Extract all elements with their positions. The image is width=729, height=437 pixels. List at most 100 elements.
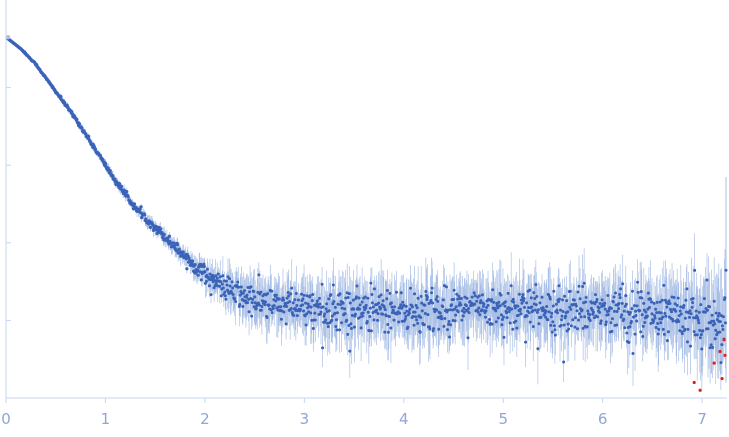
data-point xyxy=(588,318,592,322)
data-point xyxy=(508,321,512,325)
data-point xyxy=(340,321,344,325)
data-point xyxy=(697,310,701,314)
data-point xyxy=(254,307,258,311)
data-point xyxy=(435,308,439,312)
data-point xyxy=(697,321,701,325)
data-point xyxy=(457,294,461,298)
data-point xyxy=(279,305,283,309)
data-point xyxy=(622,309,626,313)
data-point xyxy=(548,297,552,301)
data-point xyxy=(327,309,331,313)
data-point xyxy=(348,301,352,305)
data-point xyxy=(423,311,427,315)
data-point xyxy=(579,315,583,319)
data-point xyxy=(352,325,356,329)
data-point xyxy=(117,182,122,186)
data-point xyxy=(353,312,357,316)
data-point xyxy=(497,300,501,304)
data-point xyxy=(643,321,647,325)
data-point xyxy=(550,330,554,334)
data-point xyxy=(259,290,263,294)
data-point xyxy=(566,322,570,326)
data-point xyxy=(573,316,577,320)
data-point xyxy=(654,307,658,311)
data-point xyxy=(454,313,458,317)
data-point xyxy=(407,311,411,315)
data-point xyxy=(364,303,368,307)
data-point xyxy=(413,310,417,314)
data-point xyxy=(724,268,728,272)
data-point xyxy=(321,305,325,309)
data-point xyxy=(452,297,456,301)
data-point xyxy=(247,310,251,314)
data-point xyxy=(639,290,643,294)
data-point xyxy=(196,273,200,277)
data-point xyxy=(634,313,638,317)
data-point xyxy=(349,326,353,330)
data-point xyxy=(599,321,603,325)
data-point xyxy=(358,307,362,311)
data-point xyxy=(713,322,717,326)
data-point xyxy=(251,297,255,301)
data-point xyxy=(537,322,541,326)
data-point xyxy=(340,306,344,310)
data-point xyxy=(621,282,625,286)
data-point xyxy=(721,327,725,331)
data-point xyxy=(705,278,709,282)
data-point xyxy=(492,300,496,304)
data-point xyxy=(598,302,602,306)
data-point xyxy=(591,310,595,314)
data-point xyxy=(533,308,537,312)
data-point xyxy=(720,343,724,347)
data-point xyxy=(266,292,270,296)
data-point xyxy=(541,306,545,310)
data-point xyxy=(193,263,197,267)
data-point xyxy=(652,301,656,305)
data-point xyxy=(648,297,652,301)
data-point xyxy=(531,309,535,313)
x-tick-label: 7 xyxy=(697,410,707,428)
data-point xyxy=(532,291,536,295)
data-point xyxy=(500,323,504,327)
data-point xyxy=(500,317,504,321)
data-point xyxy=(552,289,556,293)
data-point xyxy=(306,302,310,306)
data-point xyxy=(680,332,684,336)
data-point xyxy=(381,312,385,316)
data-point xyxy=(557,284,561,288)
data-point xyxy=(662,332,666,336)
error-bars-layer xyxy=(24,51,727,390)
data-point xyxy=(259,308,263,312)
data-point xyxy=(358,303,362,307)
data-point xyxy=(652,319,656,323)
data-point xyxy=(549,315,553,319)
data-point xyxy=(437,327,441,331)
data-point xyxy=(486,320,490,324)
data-point xyxy=(292,314,296,318)
data-point xyxy=(498,304,502,308)
data-point xyxy=(688,315,692,319)
data-point xyxy=(339,303,343,307)
data-point xyxy=(323,320,327,324)
data-point xyxy=(609,306,613,310)
outlier-point xyxy=(712,361,716,365)
data-point xyxy=(536,347,540,351)
data-point xyxy=(483,315,487,319)
data-point xyxy=(659,311,663,315)
data-point xyxy=(426,313,430,317)
data-point xyxy=(529,296,533,300)
data-point xyxy=(439,314,443,318)
data-point xyxy=(302,309,306,313)
data-point xyxy=(415,318,419,322)
data-point xyxy=(167,234,172,238)
data-point xyxy=(585,325,589,329)
data-point xyxy=(143,213,147,217)
data-point xyxy=(488,318,492,322)
data-point xyxy=(425,295,429,299)
data-point xyxy=(366,310,370,314)
data-point xyxy=(693,268,697,272)
data-point xyxy=(289,292,293,296)
data-point xyxy=(641,324,645,328)
data-point xyxy=(550,311,554,315)
data-point xyxy=(371,305,375,309)
